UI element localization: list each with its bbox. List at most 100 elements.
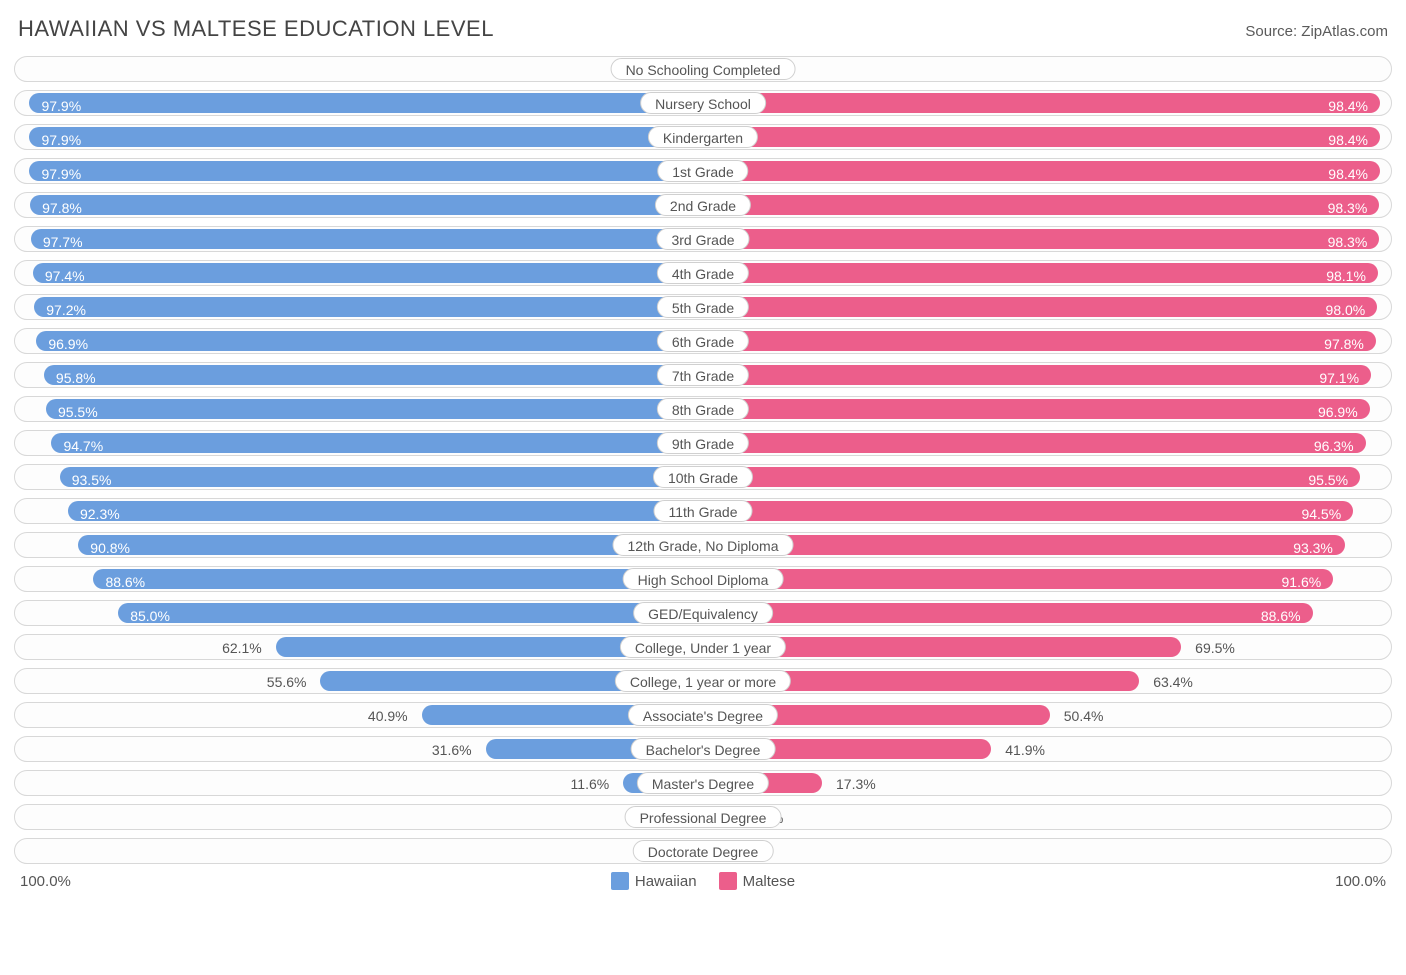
bar-row: 11.6%17.3%Master's Degree [14,770,1392,796]
bar-left: 94.7% [51,433,703,453]
bar-category-label: 1st Grade [657,160,748,182]
bar-value-right: 96.9% [1310,401,1366,423]
chart-source: Source: ZipAtlas.com [1245,23,1388,40]
bar-value-left: 55.6% [259,671,315,693]
bar-value-right: 93.3% [1285,537,1341,559]
bar-value-right: 63.4% [1145,671,1201,693]
bar-left: 97.9% [29,93,703,113]
bar-row: 85.0%88.6%GED/Equivalency [14,600,1392,626]
bar-category-label: 8th Grade [657,398,749,420]
bar-row: 31.6%41.9%Bachelor's Degree [14,736,1392,762]
bar-value-right: 98.4% [1320,95,1376,117]
axis-max-right: 100.0% [1335,873,1386,890]
bar-left: 95.8% [44,365,703,385]
bar-value-right: 94.5% [1293,503,1349,525]
bar-right: 98.3% [703,195,1379,215]
bar-row: 95.8%97.1%7th Grade [14,362,1392,388]
bar-row: 97.7%98.3%3rd Grade [14,226,1392,252]
legend-label-left: Hawaiian [635,873,697,890]
bar-category-label: 4th Grade [657,262,749,284]
bar-right: 95.5% [703,467,1360,487]
bar-value-right: 98.3% [1320,231,1376,253]
bar-value-right: 98.4% [1320,129,1376,151]
bar-category-label: Associate's Degree [628,704,778,726]
bar-left: 85.0% [118,603,703,623]
bar-row: 97.8%98.3%2nd Grade [14,192,1392,218]
bar-value-left: 97.9% [33,129,89,151]
chart-title: HAWAIIAN VS MALTESE EDUCATION LEVEL [18,16,494,42]
bar-category-label: Nursery School [640,92,766,114]
bar-category-label: Professional Degree [625,806,782,828]
bar-row: 95.5% 96.9% 8th Grade [14,396,1392,422]
bar-row: 92.3% 94.5% 11th Grade [14,498,1392,524]
bar-category-label: Doctorate Degree [633,840,774,862]
diverging-bar-chart: 2.2%1.6%No Schooling Completed97.9%98.4%… [14,56,1392,864]
bar-value-right: 96.3% [1306,435,1362,457]
bar-value-left: 40.9% [360,705,416,727]
bar-value-right: 98.4% [1320,163,1376,185]
bar-left: 97.7% [31,229,703,249]
bar-value-right: 50.4% [1056,705,1112,727]
bar-category-label: 7th Grade [657,364,749,386]
bar-row: 94.7%96.3%9th Grade [14,430,1392,456]
bar-row: 88.6%91.6%High School Diploma [14,566,1392,592]
bar-category-label: 11th Grade [653,500,752,522]
chart-footer: 100.0% Hawaiian Maltese 100.0% [14,872,1392,890]
bar-right: 97.1% [703,365,1371,385]
source-label: Source: [1245,23,1297,40]
bar-value-right: 98.0% [1318,299,1374,321]
bar-left: 97.9% [29,161,703,181]
bar-value-left: 95.5% [50,401,106,423]
bar-value-left: 90.8% [82,537,138,559]
bar-left: 93.5% [60,467,703,487]
bar-left: 97.4% [33,263,703,283]
bar-category-label: Bachelor's Degree [631,738,776,760]
bar-right: 98.4% [703,93,1380,113]
bar-right: 93.3% [703,535,1345,555]
bar-row: 3.4%5.0%Professional Degree [14,804,1392,830]
bar-left: 92.3% [68,501,703,521]
chart-legend: Hawaiian Maltese [71,872,1335,890]
bar-row: 40.9% 50.4% Associate's Degree [14,702,1392,728]
bar-category-label: Master's Degree [637,772,769,794]
legend-item-left: Hawaiian [611,872,697,890]
bar-category-label: 12th Grade, No Diploma [613,534,794,556]
bar-row: 97.9%98.4%Kindergarten [14,124,1392,150]
bar-right: 96.3% [703,433,1366,453]
bar-left: 97.9% [29,127,703,147]
bar-row: 55.6%63.4%College, 1 year or more [14,668,1392,694]
bar-category-label: No Schooling Completed [611,58,796,80]
bar-row: 1.5%2.1%Doctorate Degree [14,838,1392,864]
bar-category-label: 6th Grade [657,330,749,352]
bar-right: 98.0% [703,297,1377,317]
bar-value-left: 95.8% [48,367,104,389]
bar-value-left: 97.9% [33,95,89,117]
bar-value-right: 95.5% [1300,469,1356,491]
source-value: ZipAtlas.com [1301,23,1388,40]
bar-row: 90.8%93.3%12th Grade, No Diploma [14,532,1392,558]
bar-right: 97.8% [703,331,1376,351]
bar-value-left: 96.9% [40,333,96,355]
bar-value-left: 97.8% [34,197,90,219]
bar-category-label: High School Diploma [623,568,784,590]
bar-right: 98.1% [703,263,1378,283]
bar-left: 97.2% [34,297,703,317]
bar-value-right: 98.1% [1318,265,1374,287]
bar-category-label: Kindergarten [648,126,758,148]
axis-max-left: 100.0% [20,873,71,890]
bar-row: 96.9%97.8%6th Grade [14,328,1392,354]
bar-value-left: 93.5% [64,469,120,491]
bar-right: 98.3% [703,229,1379,249]
chart-container: HAWAIIAN VS MALTESE EDUCATION LEVEL Sour… [0,0,1406,902]
bar-row: 2.2%1.6%No Schooling Completed [14,56,1392,82]
bar-row: 62.1%69.5%College, Under 1 year [14,634,1392,660]
bar-category-label: GED/Equivalency [633,602,773,624]
legend-swatch-right [719,872,737,890]
bar-value-right: 17.3% [828,773,884,795]
bar-right: 98.4% [703,127,1380,147]
bar-value-left: 92.3% [72,503,128,525]
legend-item-right: Maltese [719,872,796,890]
bar-value-right: 98.3% [1320,197,1376,219]
bar-value-right: 97.1% [1311,367,1367,389]
bar-value-right: 97.8% [1316,333,1372,355]
